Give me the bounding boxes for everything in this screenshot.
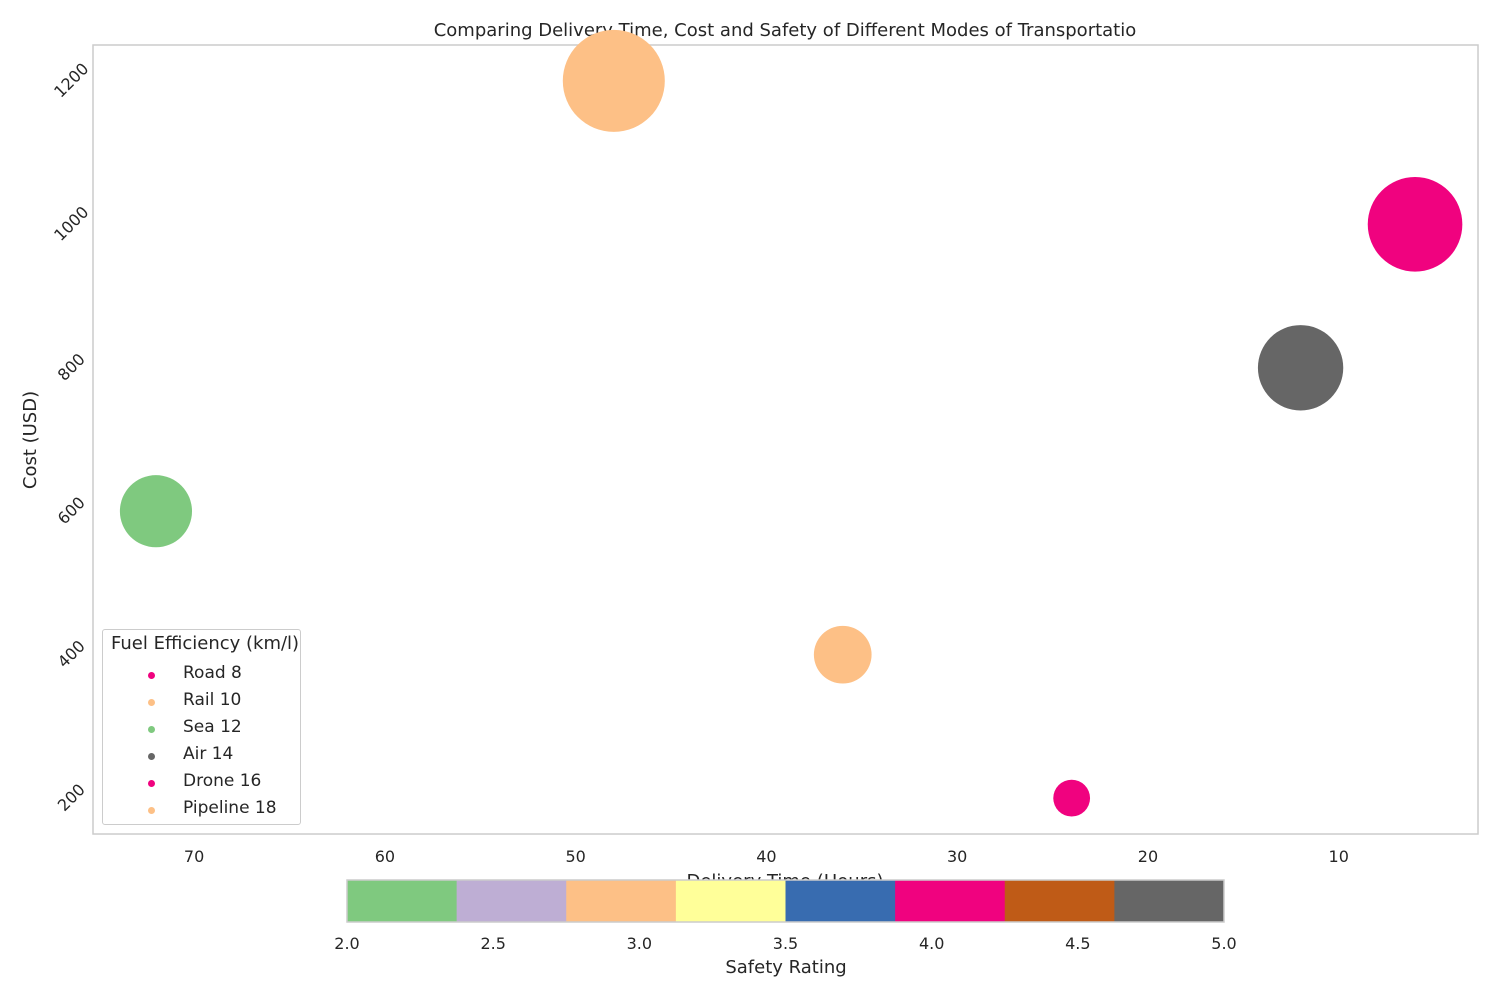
legend-label: Rail 10 (183, 690, 242, 710)
x-tick-label: 10 (1329, 847, 1349, 866)
legend-marker (148, 807, 155, 814)
colorbar-tick-label: 3.0 (627, 934, 652, 953)
y-tick-labels: 200 400 600 800 1000 1200 (50, 59, 92, 815)
colorbar-frame (346, 879, 1225, 923)
colorbar-segment (1004, 880, 1115, 922)
y-tick-label: 1200 (50, 59, 92, 101)
legend-marker (148, 753, 155, 760)
legend-marker (148, 699, 155, 706)
legend-title: Fuel Efficiency (km/l) (111, 633, 300, 654)
bubble-rail-10 (562, 29, 665, 132)
bubble-drone-16 (1367, 177, 1463, 272)
legend-item-pipeline-18: Pipeline 18 (103, 798, 300, 822)
bubble-air-14 (1257, 325, 1344, 411)
legend-marker (148, 726, 155, 733)
points-layer (119, 29, 1463, 817)
legend-item-drone-16: Drone 16 (103, 771, 300, 795)
legend-label: Drone 16 (183, 771, 262, 791)
colorbar-tick-label: 2.0 (334, 934, 359, 953)
legend-label: Road 8 (183, 663, 242, 683)
colorbar-tick-label: 3.5 (773, 934, 798, 953)
legend-item-road-8: Road 8 (103, 663, 300, 687)
chart-title: Comparing Delivery Time, Cost and Safety… (434, 20, 1137, 41)
x-tick-label: 30 (947, 847, 967, 866)
legend-label: Air 14 (183, 744, 234, 764)
legend-marker (148, 780, 155, 787)
bubble-sea-12 (119, 475, 193, 548)
bubble-pipeline-18 (813, 625, 872, 684)
legend-label: Pipeline 18 (183, 798, 277, 818)
legend-item-sea-12: Sea 12 (103, 717, 300, 741)
bubble-road-8 (1053, 779, 1091, 817)
y-tick-label: 1000 (50, 202, 92, 244)
x-tick-labels: 70 60 50 40 30 20 10 (184, 847, 1349, 866)
legend-marker (148, 672, 155, 679)
colorbar: 2.0 2.5 3.0 3.5 4.0 4.5 5.0 (334, 879, 1237, 953)
y-tick-label: 200 (54, 780, 89, 815)
y-tick-label: 800 (54, 350, 89, 385)
colorbar-tick-label: 5.0 (1211, 934, 1236, 953)
colorbar-segment (1114, 880, 1225, 922)
x-tick-label: 60 (375, 847, 395, 866)
y-tick-label: 600 (54, 493, 89, 528)
x-tick-label: 70 (184, 847, 204, 866)
colorbar-segment (347, 880, 458, 922)
colorbar-segment (566, 880, 677, 922)
colorbar-tick-label: 4.0 (919, 934, 944, 953)
x-tick-label: 20 (1138, 847, 1158, 866)
colorbar-tick-label: 2.5 (480, 934, 505, 953)
legend: Fuel Efficiency (km/l) Road 8 Rail 10 Sea … (102, 629, 301, 825)
legend-item-air-14: Air 14 (103, 744, 300, 768)
legend-label: Sea 12 (183, 717, 242, 737)
colorbar-segment (456, 880, 567, 922)
colorbar-segment (785, 880, 896, 922)
x-tick-label: 40 (756, 847, 776, 866)
colorbar-label: Safety Rating (725, 957, 846, 978)
legend-item-rail-10: Rail 10 (103, 690, 300, 714)
x-tick-label: 50 (565, 847, 585, 866)
y-tick-label: 400 (54, 636, 89, 671)
colorbar-segment (895, 880, 1006, 922)
y-axis-label: Cost (USD) (20, 391, 41, 489)
plot-area (92, 44, 1479, 835)
colorbar-tick-label: 4.5 (1065, 934, 1090, 953)
colorbar-segment (675, 880, 786, 922)
